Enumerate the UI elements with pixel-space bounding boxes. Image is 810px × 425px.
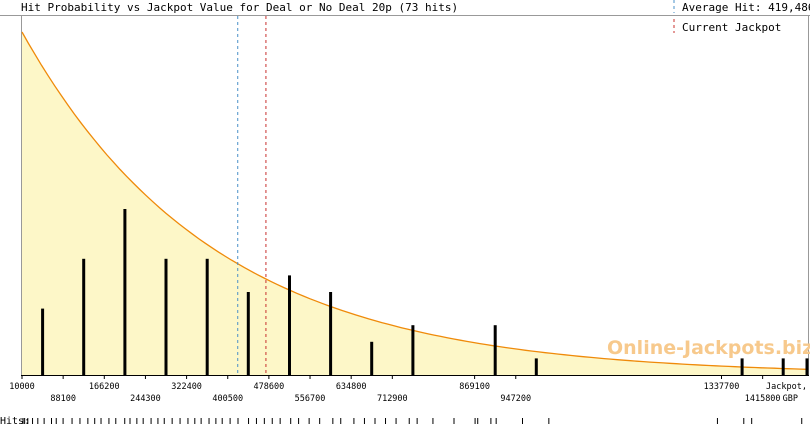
tick-label-upper-0: 10000 <box>9 382 35 392</box>
probability-area <box>22 32 807 375</box>
tick-label-lower-1: 244300 <box>130 394 161 404</box>
tick-label-lower-5: 947200 <box>500 394 531 404</box>
tick-label-upper-3: 478600 <box>254 382 285 392</box>
bar-4 <box>205 258 209 375</box>
legend-current-label: Current Jackpot <box>682 21 781 34</box>
tick-label-lower-0: 88100 <box>50 394 76 404</box>
watermark: Online-Jackpots.biz <box>607 337 810 359</box>
bar-12 <box>740 358 744 375</box>
tick-label-lower-3: 556700 <box>295 394 326 404</box>
bar-11 <box>534 358 538 375</box>
tick-label-lower-2: 400500 <box>212 394 243 404</box>
hits-rug <box>22 418 803 424</box>
x-axis-unit: GBP <box>783 394 798 404</box>
bar-1 <box>82 258 86 375</box>
bar-5 <box>246 292 250 375</box>
bar-9 <box>411 325 415 375</box>
legend: Average Hit: 419,486 Current Jackpot <box>673 0 810 34</box>
bar-3 <box>164 258 168 375</box>
bar-14 <box>805 358 809 375</box>
x-axis-label: Jackpot, <box>766 382 807 392</box>
bar-6 <box>288 275 291 375</box>
chart-title: Hit Probability vs Jackpot Value for Dea… <box>21 1 458 14</box>
bar-10 <box>493 325 497 375</box>
tick-label-lower-6: 1415800 <box>745 394 781 404</box>
bar-13 <box>781 358 785 375</box>
legend-average-label: Average Hit: 419,486 <box>682 1 810 14</box>
bars <box>41 209 809 375</box>
hits-label: Hits: <box>0 416 30 425</box>
probability-curve <box>21 31 808 370</box>
tick-label-upper-5: 869100 <box>459 382 490 392</box>
bar-0 <box>41 308 45 375</box>
bar-8 <box>370 341 374 375</box>
tick-label-upper-6: 1337700 <box>704 382 740 392</box>
tick-label-upper-4: 634800 <box>336 382 367 392</box>
x-ticks: 10000 166200 322400 478600 634800 869100 13377… <box>9 375 781 404</box>
bar-2 <box>123 209 127 375</box>
tick-label-lower-4: 712900 <box>377 394 408 404</box>
bar-7 <box>329 292 333 375</box>
tick-label-upper-2: 322400 <box>171 382 202 392</box>
tick-label-upper-1: 166200 <box>89 382 120 392</box>
